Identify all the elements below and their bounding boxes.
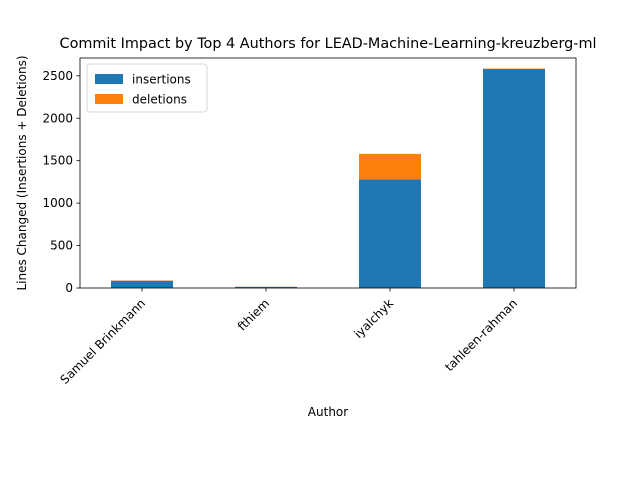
x-axis: Samuel Brinkmann fthiem iyalchyk tahleen-ra…	[58, 288, 520, 387]
legend-label-deletions: deletions	[132, 93, 187, 107]
y-axis: 0 500 1000 1500 2000 2500	[42, 69, 80, 295]
y-axis-label: Lines Changed (Insertions + Deletions)	[15, 55, 29, 290]
legend-swatch-deletions	[95, 94, 123, 104]
legend: insertions deletions	[86, 63, 208, 113]
legend-label-insertions: insertions	[132, 73, 191, 87]
chart-title: Commit Impact by Top 4 Authors for LEAD-…	[60, 36, 597, 52]
y-tick-label-3: 1500	[42, 154, 73, 168]
y-tick-label-4: 2000	[42, 111, 73, 125]
bar-insertions-1	[235, 286, 297, 288]
x-tick-label-2: iyalchyk	[351, 296, 396, 341]
y-tick-label-1: 500	[50, 239, 73, 253]
x-tick-label-1: fthiem	[235, 296, 272, 333]
bars-group	[111, 68, 545, 289]
bar-insertions-0	[111, 280, 173, 288]
bar-insertions-2	[359, 179, 421, 288]
plot-frame	[79, 57, 577, 289]
x-tick-label-3: tahleen-rahman	[442, 296, 520, 374]
x-tick-label-0: Samuel Brinkmann	[58, 296, 149, 387]
x-axis-label: Author	[308, 405, 348, 419]
y-tick-label-0: 0	[65, 281, 73, 295]
legend-swatch-insertions	[95, 74, 123, 84]
bar-insertions-3	[483, 69, 545, 289]
bar-deletions-2	[359, 153, 421, 180]
y-tick-label-5: 2500	[42, 69, 73, 83]
y-tick-label-2: 1000	[42, 196, 73, 210]
